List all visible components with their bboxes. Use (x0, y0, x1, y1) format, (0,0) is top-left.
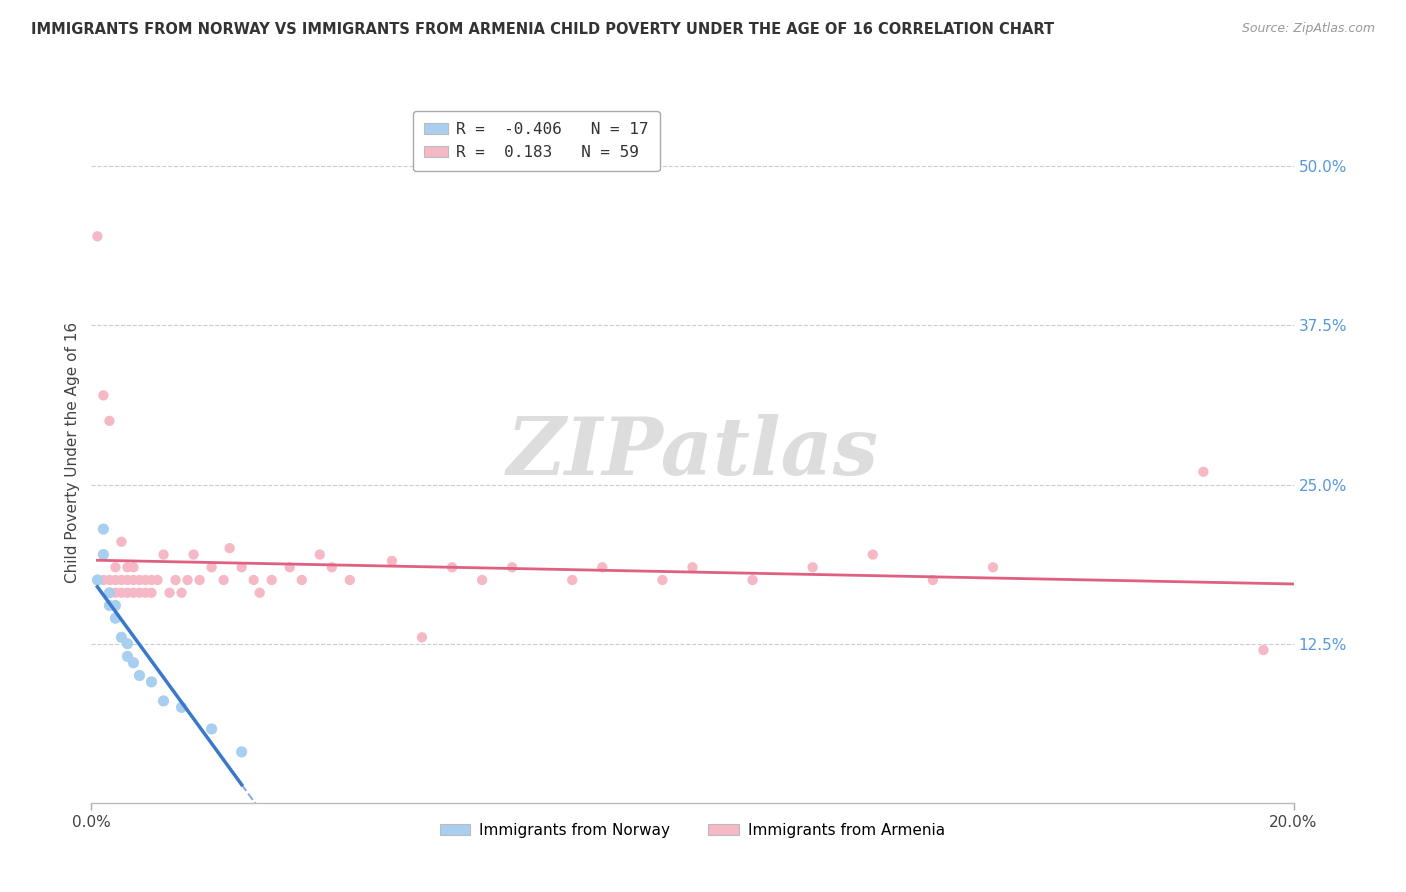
Point (104, 573, 127, 587)
Point (321, 560, 343, 574)
Point (165, 573, 187, 587)
Point (741, 573, 763, 587)
Point (152, 548, 174, 562)
Point (242, 573, 264, 587)
Point (591, 560, 613, 574)
Point (122, 560, 145, 574)
Point (278, 560, 301, 574)
Point (104, 599, 127, 613)
Point (134, 573, 156, 587)
Point (308, 548, 330, 562)
Point (188, 573, 211, 587)
Point (411, 630, 433, 644)
Text: IMMIGRANTS FROM NORWAY VS IMMIGRANTS FROM ARMENIA CHILD POVERTY UNDER THE AGE OF: IMMIGRANTS FROM NORWAY VS IMMIGRANTS FRO… (31, 22, 1054, 37)
Point (561, 573, 583, 587)
Point (98, 573, 121, 587)
Point (291, 573, 314, 587)
Point (260, 573, 283, 587)
Point (122, 573, 145, 587)
Point (104, 560, 127, 574)
Point (170, 700, 193, 714)
Point (134, 585, 156, 599)
Point (98, 599, 121, 613)
Point (1192, 465, 1215, 479)
Point (117, 560, 139, 574)
Point (381, 554, 404, 568)
Point (212, 573, 235, 587)
Point (922, 573, 945, 587)
Point (471, 573, 494, 587)
Point (440, 560, 463, 574)
Point (110, 573, 132, 587)
Point (128, 585, 150, 599)
Point (117, 649, 139, 664)
Point (141, 674, 163, 689)
Point (681, 560, 703, 574)
Point (98, 585, 121, 599)
Point (201, 722, 224, 736)
Point (128, 668, 150, 682)
Point (110, 630, 132, 644)
Point (146, 573, 169, 587)
Point (1253, 643, 1275, 657)
Point (86, 573, 108, 587)
Point (152, 694, 174, 708)
Point (170, 585, 193, 599)
Point (104, 611, 127, 625)
Point (981, 560, 1004, 574)
Point (176, 573, 198, 587)
Y-axis label: Child Poverty Under the Age of 16: Child Poverty Under the Age of 16 (65, 322, 80, 583)
Point (159, 585, 181, 599)
Point (93, 388, 115, 402)
Point (93, 573, 115, 587)
Point (86, 229, 108, 244)
Point (93, 548, 115, 562)
Point (218, 541, 240, 556)
Point (201, 560, 224, 574)
Point (110, 534, 132, 549)
Point (117, 573, 139, 587)
Point (93, 522, 115, 536)
Point (122, 656, 145, 670)
Point (231, 560, 253, 574)
Point (141, 573, 163, 587)
Point (104, 585, 127, 599)
Point (141, 585, 163, 599)
Point (117, 637, 139, 651)
Point (183, 548, 205, 562)
Point (122, 585, 145, 599)
Point (231, 745, 253, 759)
Point (801, 560, 824, 574)
Point (110, 585, 132, 599)
Point (249, 585, 271, 599)
Point (651, 573, 673, 587)
Point (98, 414, 121, 428)
Point (501, 560, 523, 574)
Point (862, 548, 884, 562)
Point (339, 573, 361, 587)
Point (117, 585, 139, 599)
Point (128, 573, 150, 587)
Legend: Immigrants from Norway, Immigrants from Armenia: Immigrants from Norway, Immigrants from … (433, 817, 952, 844)
Text: ZIPatlas: ZIPatlas (506, 414, 879, 491)
Text: Source: ZipAtlas.com: Source: ZipAtlas.com (1241, 22, 1375, 36)
